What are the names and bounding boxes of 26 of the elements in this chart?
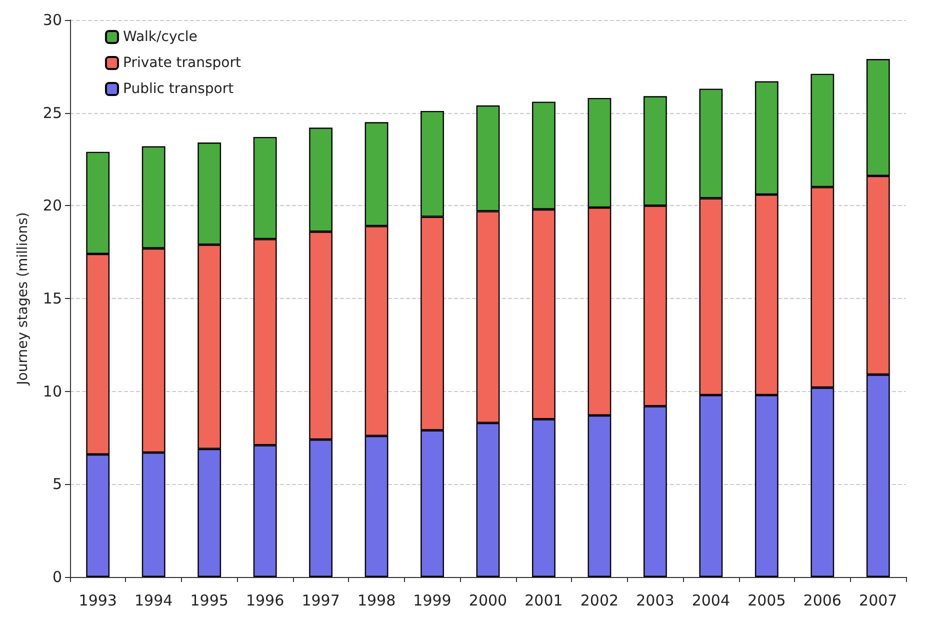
x-tick-label: 2000 (468, 592, 508, 610)
x-tick-label: 1999 (413, 592, 452, 610)
y-tick-label: 0 (52, 568, 62, 586)
x-tick-label: 1998 (357, 592, 396, 610)
y-tick-label: 20 (42, 196, 62, 215)
y-tick-label: 15 (42, 290, 62, 308)
x-tick-label: 1993 (78, 592, 117, 610)
x-tick-label: 2007 (859, 592, 898, 610)
y-tick-label: 30 (42, 11, 62, 29)
x-tick-label: 1994 (134, 592, 173, 610)
x-tick-label: 2003 (636, 592, 674, 610)
legend-label: Private transport (123, 55, 242, 71)
legend-label: Walk/cycle (123, 29, 198, 45)
x-tick-label: 1997 (302, 592, 340, 610)
legend-label: Public transport (123, 81, 234, 97)
y-axis-title: Journey stages (millions) (15, 212, 31, 386)
x-tick-label: 2006 (803, 592, 842, 610)
x-tick-label: 2002 (580, 592, 619, 610)
x-tick-label: 2001 (524, 592, 563, 610)
y-tick-label: 5 (52, 475, 62, 494)
x-tick-label: 2004 (692, 592, 730, 610)
x-tick-label: 2005 (748, 592, 786, 610)
x-tick-label: 1995 (190, 592, 228, 610)
y-tick-label: 25 (42, 104, 62, 122)
x-tick-label: 1996 (246, 592, 284, 610)
y-tick-label: 10 (42, 382, 62, 400)
